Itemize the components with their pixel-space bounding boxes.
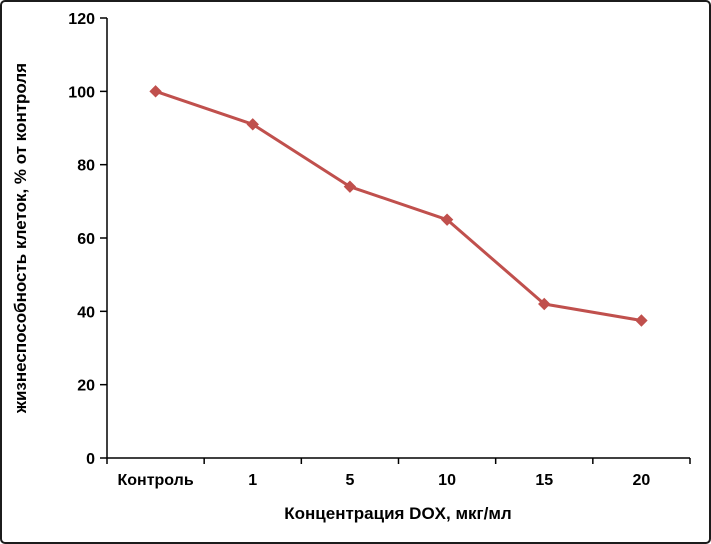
- y-tick-label: 40: [77, 304, 95, 321]
- x-tick-label: 15: [535, 472, 553, 489]
- y-tick-label: 120: [68, 11, 95, 28]
- y-axis-title: жизнеспособность клеток, % от контроля: [11, 63, 30, 414]
- data-point-marker: [538, 297, 551, 311]
- series-line: [154, 89, 643, 322]
- data-point-marker: [246, 118, 259, 131]
- data-point-marker: [440, 213, 454, 226]
- x-tick-label: Контроль: [117, 472, 193, 489]
- y-tick-label: 80: [77, 158, 95, 175]
- y-tick-label: 20: [77, 378, 95, 395]
- data-point-marker: [343, 180, 357, 193]
- x-tick-label: 20: [633, 472, 651, 489]
- data-point-marker: [149, 85, 162, 98]
- data-point-marker: [635, 314, 648, 327]
- x-tick-label: 10: [438, 472, 456, 489]
- x-tick-label: 5: [345, 472, 354, 489]
- x-axis-title: Концентрация DOX, мкг/мл: [284, 504, 511, 523]
- y-tick-label: 100: [68, 84, 95, 101]
- x-tick-label: 1: [248, 472, 257, 489]
- y-tick-label: 0: [86, 451, 95, 468]
- y-tick-label: 60: [77, 231, 95, 248]
